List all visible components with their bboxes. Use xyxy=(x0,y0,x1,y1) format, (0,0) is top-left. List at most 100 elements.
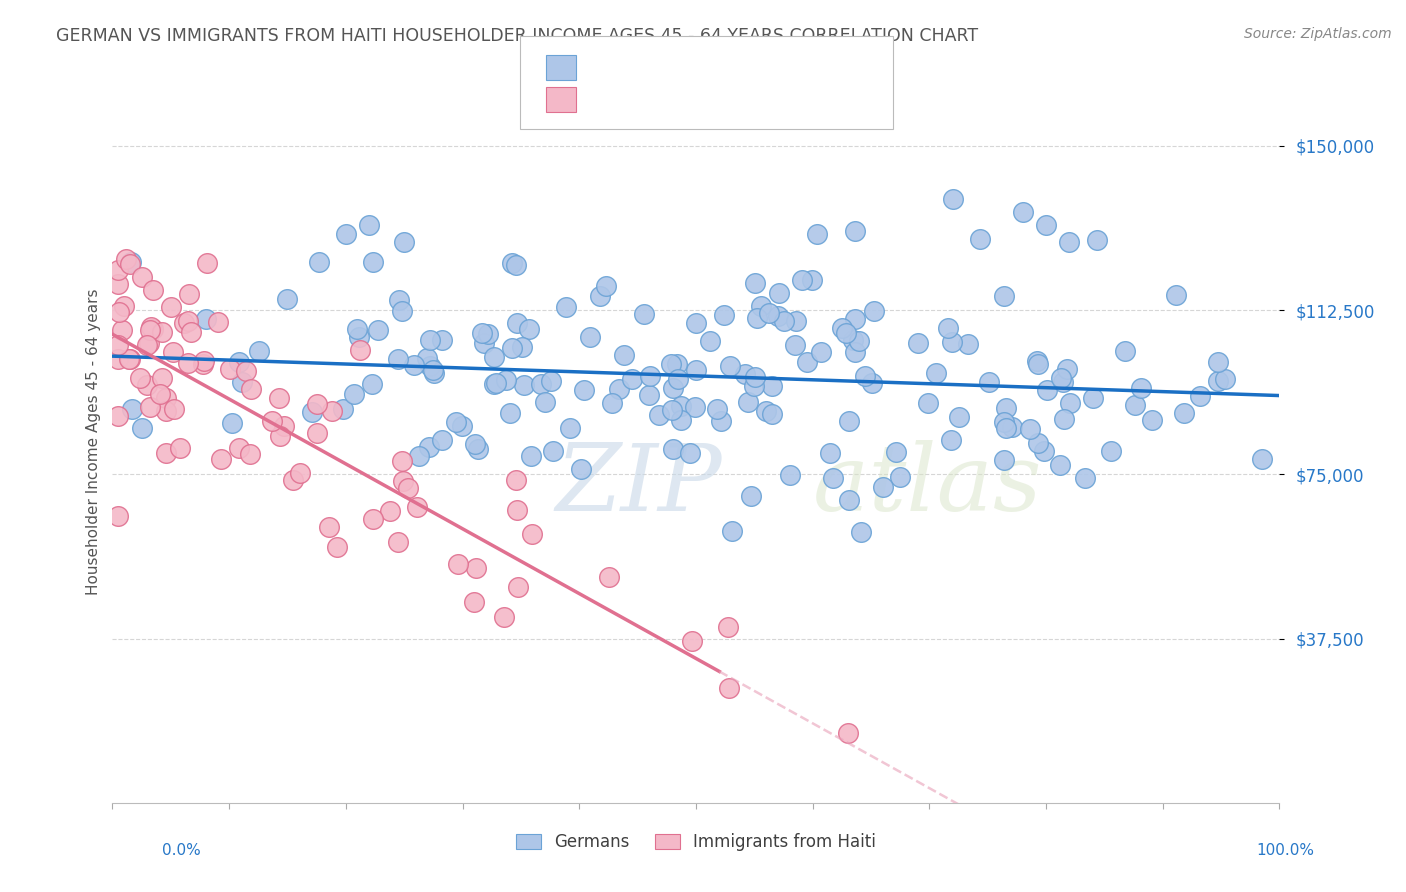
Point xyxy=(451,418,474,433)
Point xyxy=(638,369,661,384)
Point xyxy=(231,375,253,389)
Point xyxy=(169,441,191,455)
Point xyxy=(718,359,741,374)
Point xyxy=(139,319,162,334)
Point xyxy=(321,404,343,418)
Point xyxy=(717,619,740,633)
Point xyxy=(180,326,202,340)
Point xyxy=(977,375,1000,389)
Point xyxy=(889,470,911,484)
Point xyxy=(1036,383,1059,397)
Point xyxy=(361,377,384,392)
Point xyxy=(195,312,218,326)
Point xyxy=(485,376,508,391)
Point xyxy=(844,224,866,238)
Point xyxy=(513,378,536,392)
Point xyxy=(195,256,218,270)
Point xyxy=(737,395,759,409)
Point xyxy=(1033,443,1056,458)
Point xyxy=(505,258,527,272)
Point xyxy=(418,440,440,454)
Point xyxy=(942,192,965,206)
Point xyxy=(1173,406,1195,420)
Point xyxy=(849,525,872,540)
Point xyxy=(396,481,419,495)
Point xyxy=(659,357,682,371)
Point xyxy=(155,391,177,405)
Point xyxy=(818,446,841,460)
Point xyxy=(773,314,796,328)
Point xyxy=(142,284,165,298)
Point xyxy=(155,404,177,418)
Point xyxy=(555,301,578,315)
Point xyxy=(517,322,540,336)
Point xyxy=(823,471,845,485)
Point xyxy=(1140,413,1163,427)
Point xyxy=(745,310,768,325)
Text: GERMAN VS IMMIGRANTS FROM HAITI HOUSEHOLDER INCOME AGES 45 - 64 YEARS CORRELATIO: GERMAN VS IMMIGRANTS FROM HAITI HOUSEHOL… xyxy=(56,27,979,45)
Point xyxy=(419,333,441,347)
Point xyxy=(269,392,291,406)
Point xyxy=(761,378,783,392)
Point xyxy=(717,681,740,695)
Point xyxy=(228,355,250,369)
Point xyxy=(1049,371,1071,385)
Point xyxy=(633,307,655,321)
Point xyxy=(995,401,1018,415)
Point xyxy=(207,315,229,329)
Point xyxy=(661,442,683,456)
Point xyxy=(347,329,370,343)
Point xyxy=(326,540,349,554)
Point xyxy=(404,358,426,372)
Text: Source: ZipAtlas.com: Source: ZipAtlas.com xyxy=(1244,27,1392,41)
Point xyxy=(1026,357,1049,371)
Point xyxy=(112,299,135,313)
Point xyxy=(118,351,141,366)
Point xyxy=(1052,412,1074,426)
Point xyxy=(142,322,165,336)
Point xyxy=(387,351,409,366)
Point xyxy=(993,288,1015,302)
Point xyxy=(193,354,215,368)
Point xyxy=(1085,233,1108,247)
Point xyxy=(138,335,160,350)
Point xyxy=(121,402,143,417)
Point xyxy=(1164,288,1187,302)
Point xyxy=(768,286,790,301)
Point xyxy=(621,372,644,386)
Point xyxy=(1123,398,1146,412)
Point xyxy=(572,383,595,397)
Point xyxy=(378,504,401,518)
Point xyxy=(1026,436,1049,450)
Point xyxy=(138,322,160,336)
Point xyxy=(1019,421,1042,435)
Point xyxy=(558,421,581,435)
Point xyxy=(276,292,298,306)
Point xyxy=(595,278,617,293)
Point xyxy=(948,410,970,425)
Point xyxy=(749,299,772,313)
Point xyxy=(969,232,991,246)
Point xyxy=(118,257,141,271)
Point xyxy=(938,321,960,335)
Point xyxy=(239,447,262,461)
Text: 100.0%: 100.0% xyxy=(1257,843,1315,858)
Point xyxy=(361,511,384,525)
Point xyxy=(467,442,489,456)
Point xyxy=(758,306,780,320)
Point xyxy=(506,503,529,517)
Point xyxy=(1101,444,1123,458)
Point xyxy=(993,415,1015,429)
Point xyxy=(520,449,543,463)
Point xyxy=(520,527,543,541)
Point xyxy=(713,308,735,322)
Point xyxy=(394,235,416,250)
Point xyxy=(838,414,860,428)
Point xyxy=(613,348,636,362)
Point xyxy=(464,561,486,575)
Point xyxy=(405,500,427,515)
Point xyxy=(120,255,142,269)
Point xyxy=(177,287,200,301)
Point xyxy=(806,227,828,242)
Point xyxy=(685,362,707,376)
